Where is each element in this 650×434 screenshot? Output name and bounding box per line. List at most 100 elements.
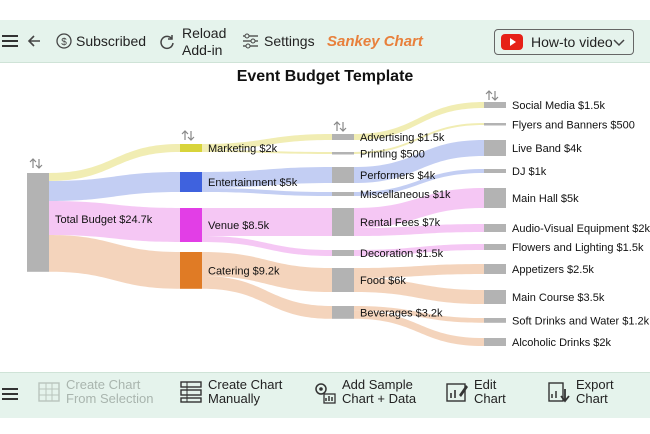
sankey-node-food[interactable] bbox=[332, 268, 354, 292]
settings-label: Settings bbox=[264, 33, 315, 49]
export-label-2: Chart bbox=[576, 391, 608, 406]
reload-label: Reload bbox=[182, 25, 227, 41]
sankey-node-marketing[interactable] bbox=[180, 144, 202, 152]
sankey-node-mainhall[interactable] bbox=[484, 188, 506, 208]
sankey-link-food-appetizers bbox=[354, 264, 484, 278]
sort-arrows-icon[interactable] bbox=[485, 90, 499, 101]
sankey-link-entertainment-performers bbox=[202, 167, 332, 188]
sankey-label-rental: Rental Fees $7k bbox=[360, 217, 441, 229]
bottom-menu-icon[interactable] bbox=[2, 387, 18, 401]
subscribed-button[interactable]: $ Subscribed bbox=[56, 33, 146, 49]
sankey-label-total: Total Budget $24.7k bbox=[55, 214, 153, 226]
sankey-link-entertainment-misc bbox=[202, 188, 332, 196]
sankey-node-entertainment[interactable] bbox=[180, 172, 202, 192]
sankey-link-venue-decoration bbox=[202, 236, 332, 256]
export-download-icon bbox=[548, 382, 570, 403]
sankey-node-misc[interactable] bbox=[332, 192, 354, 196]
edit-label-1: Edit bbox=[474, 377, 497, 392]
sankey-node-appetizers[interactable] bbox=[484, 264, 506, 274]
reload-icon bbox=[160, 35, 174, 50]
sankey-link-marketing-advertising bbox=[202, 134, 332, 150]
sort-icons bbox=[29, 90, 499, 169]
youtube-icon bbox=[501, 34, 523, 50]
sankey-label-food: Food $6k bbox=[360, 275, 406, 287]
sankey-links bbox=[49, 102, 484, 346]
sankey-node-flowers[interactable] bbox=[484, 244, 506, 250]
sankey-node-printing[interactable] bbox=[332, 152, 354, 155]
sankey-label-av: Audio-Visual Equipment $2k bbox=[512, 223, 650, 235]
sankey-label-liveband: Live Band $4k bbox=[512, 143, 582, 155]
sankey-node-performers[interactable] bbox=[332, 167, 354, 183]
add-sample-chart-button[interactable]: Add Sample Chart + Data bbox=[312, 378, 416, 406]
settings-sliders-icon bbox=[243, 33, 258, 49]
sankey-node-social[interactable] bbox=[484, 102, 506, 108]
sankey-node-rental[interactable] bbox=[332, 208, 354, 236]
sankey-nodes bbox=[27, 102, 506, 346]
back-arrow-icon[interactable] bbox=[26, 33, 42, 49]
svg-text:$: $ bbox=[61, 37, 67, 48]
dollar-coin-icon: $ bbox=[56, 33, 72, 49]
sankey-label-alcohol: Alcoholic Drinks $2k bbox=[512, 337, 612, 349]
sankey-labels: Total Budget $24.7k Marketing $2k Entertai… bbox=[55, 100, 650, 349]
sankey-label-misc: Miscellaneous $1k bbox=[360, 189, 451, 201]
settings-button[interactable]: Settings bbox=[242, 33, 315, 49]
sankey-node-decoration[interactable] bbox=[332, 250, 354, 256]
sankey-node-maincourse[interactable] bbox=[484, 290, 506, 304]
sankey-label-mainhall: Main Hall $5k bbox=[512, 193, 579, 205]
create-selection-label-2: From Selection bbox=[66, 391, 154, 406]
sankey-node-softdrinks[interactable] bbox=[484, 318, 506, 323]
add-sample-label-2: Chart + Data bbox=[342, 391, 417, 406]
how-to-video-dropdown[interactable]: How-to video bbox=[494, 29, 634, 55]
addin-label: Add-in bbox=[182, 42, 223, 58]
sankey-link-beverages-softdrinks bbox=[354, 306, 484, 323]
sankey-label-catering: Catering $9.2k bbox=[208, 265, 280, 277]
sankey-label-advertising: Advertising $1.5k bbox=[360, 132, 445, 144]
how-to-video-label: How-to video bbox=[531, 34, 613, 50]
sankey-node-alcohol[interactable] bbox=[484, 338, 506, 346]
edit-label-2: Chart bbox=[474, 391, 506, 406]
create-manual-label-2: Manually bbox=[208, 391, 261, 406]
sankey-node-flyers[interactable] bbox=[484, 123, 506, 126]
export-label-1: Export bbox=[576, 377, 614, 392]
sankey-link-food-maincourse bbox=[354, 278, 484, 304]
edit-chart-button[interactable]: Edit Chart bbox=[446, 378, 506, 406]
sankey-link-catering-food bbox=[202, 252, 332, 292]
create-chart-manually-button[interactable]: Create Chart Manually bbox=[180, 378, 282, 406]
sankey-node-catering[interactable] bbox=[180, 252, 202, 289]
sankey-label-performers: Performers $4k bbox=[360, 170, 436, 182]
sankey-label-flowers: Flowers and Lighting $1.5k bbox=[512, 242, 644, 254]
export-chart-button[interactable]: Export Chart bbox=[548, 378, 614, 406]
sankey-link-venue-rental bbox=[202, 208, 332, 236]
edit-chart-icon bbox=[446, 383, 468, 402]
create-selection-label-1: Create Chart bbox=[66, 377, 141, 392]
sankey-link-printing-flyers bbox=[354, 123, 484, 154]
sankey-label-entertainment: Entertainment $5k bbox=[208, 177, 298, 189]
sankey-node-dj[interactable] bbox=[484, 169, 506, 173]
sankey-chart: Total Budget $24.7k Marketing $2k Entertai… bbox=[27, 90, 650, 349]
sort-arrows-icon[interactable] bbox=[181, 130, 195, 141]
create-chart-from-selection-button[interactable]: Create Chart From Selection bbox=[38, 378, 153, 406]
create-manual-label-1: Create Chart bbox=[208, 377, 283, 392]
reload-addin-button[interactable]: Reload Add-in bbox=[158, 25, 226, 59]
chart-title: Event Budget Template bbox=[236, 68, 414, 85]
menu-icon[interactable] bbox=[2, 34, 18, 48]
sankey-label-dj: DJ $1k bbox=[512, 166, 547, 178]
sankey-node-beverages[interactable] bbox=[332, 306, 354, 319]
sankey-label-printing: Printing $500 bbox=[360, 148, 425, 160]
sankey-node-liveband[interactable] bbox=[484, 140, 506, 156]
sankey-node-venue[interactable] bbox=[180, 208, 202, 242]
sort-arrows-icon[interactable] bbox=[333, 121, 347, 132]
sankey-label-decoration: Decoration $1.5k bbox=[360, 248, 444, 260]
sankey-link-decoration-flowers bbox=[354, 244, 484, 256]
sankey-node-total[interactable] bbox=[27, 173, 49, 272]
sankey-link-advertising-social bbox=[354, 102, 484, 140]
table-grid-icon bbox=[38, 382, 60, 402]
sankey-link-total-marketing bbox=[49, 144, 180, 181]
manual-table-icon bbox=[180, 381, 202, 403]
sort-arrows-icon[interactable] bbox=[29, 158, 43, 169]
sankey-link-marketing-printing bbox=[202, 150, 332, 154]
sankey-link-catering-beverages bbox=[202, 276, 332, 319]
sankey-node-advertising[interactable] bbox=[332, 134, 354, 140]
sankey-node-av[interactable] bbox=[484, 224, 506, 232]
sankey-label-softdrinks: Soft Drinks and Water $1.2k bbox=[512, 315, 650, 327]
